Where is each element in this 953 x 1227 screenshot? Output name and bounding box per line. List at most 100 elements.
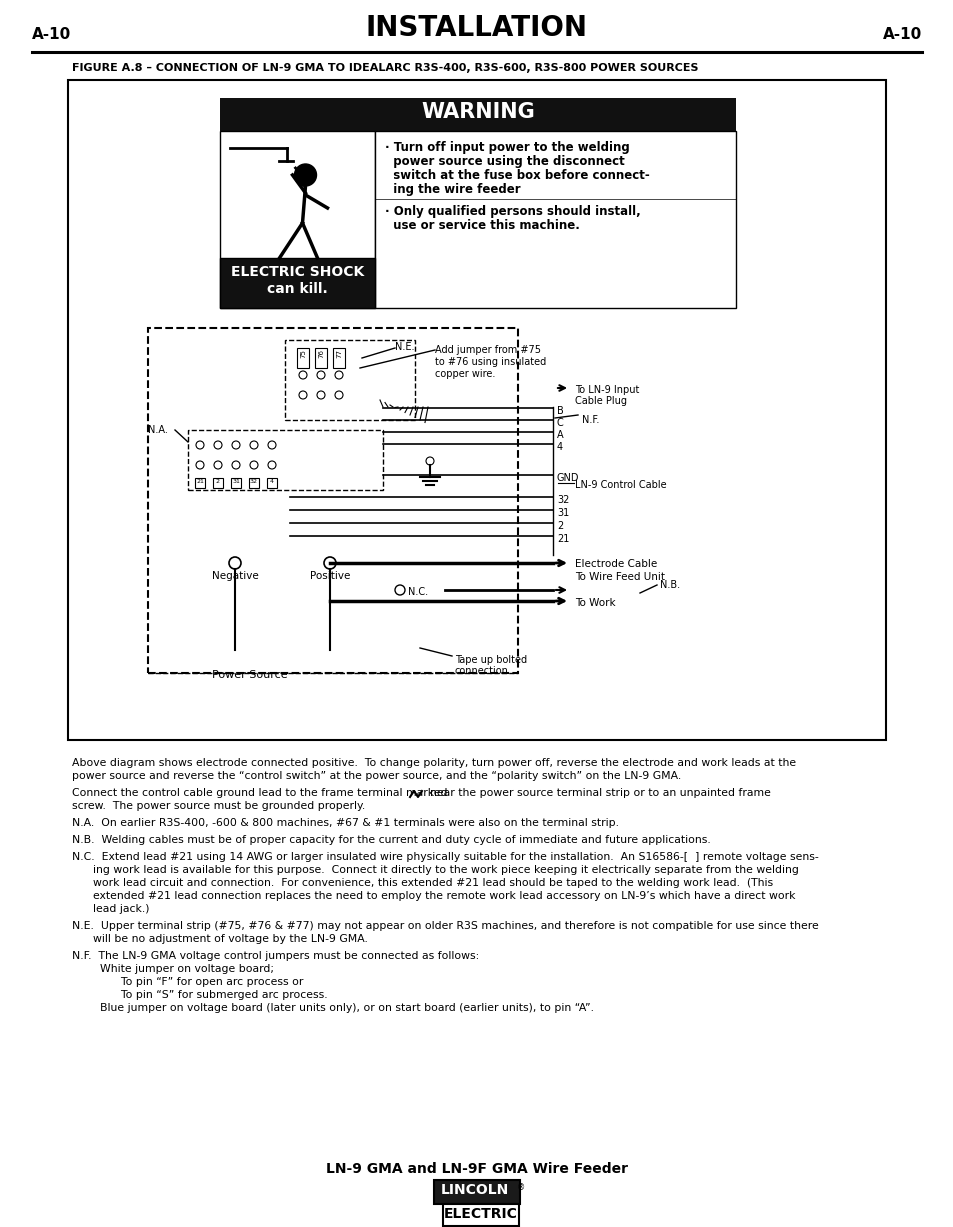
Text: switch at the fuse box before connect-: switch at the fuse box before connect- (385, 169, 649, 182)
Bar (314, 348, 327, 368)
Bar (213, 479, 223, 488)
Text: Power Source: Power Source (212, 670, 288, 680)
Circle shape (426, 456, 434, 465)
Text: B: B (557, 406, 563, 416)
Text: ELECTRIC: ELECTRIC (443, 1207, 517, 1221)
Circle shape (316, 391, 325, 399)
Text: To Work: To Work (575, 598, 615, 609)
Bar (194, 479, 205, 488)
Text: Electrode Cable: Electrode Cable (575, 560, 657, 569)
Bar (375, 131, 735, 308)
Text: connection: connection (455, 666, 508, 676)
Bar (267, 479, 276, 488)
Text: Negative: Negative (212, 571, 258, 582)
Text: ing the wire feeder: ing the wire feeder (385, 183, 520, 196)
Circle shape (213, 461, 222, 469)
Text: INSTALLATION: INSTALLATION (366, 13, 587, 42)
Circle shape (324, 557, 335, 569)
Text: 4: 4 (270, 479, 274, 483)
Circle shape (250, 440, 257, 449)
Circle shape (335, 371, 343, 379)
Text: Cable Plug: Cable Plug (575, 396, 626, 406)
Text: can kill.: can kill. (267, 282, 328, 296)
Text: Blue jumper on voltage board (later units only), or on start board (earlier unit: Blue jumper on voltage board (later unit… (71, 1002, 594, 1014)
Text: N.A.  On earlier R3S-400, -600 & 800 machines, #67 & #1 terminals were also on t: N.A. On earlier R3S-400, -600 & 800 mach… (71, 818, 618, 828)
Text: WARNING: WARNING (420, 102, 535, 121)
Circle shape (395, 585, 405, 595)
Text: near the power source terminal strip or to an unpainted frame: near the power source terminal strip or … (430, 788, 770, 798)
Bar (285, 340, 415, 420)
Text: 32: 32 (557, 494, 569, 506)
Bar (68, 80, 885, 740)
Text: · Turn off input power to the welding: · Turn off input power to the welding (385, 141, 629, 155)
Text: LN-9 Control Cable: LN-9 Control Cable (575, 480, 666, 490)
Text: copper wire.: copper wire. (435, 369, 495, 379)
Text: N.F.: N.F. (581, 415, 598, 425)
Text: 2: 2 (557, 521, 562, 531)
Text: A: A (557, 429, 563, 440)
Circle shape (250, 461, 257, 469)
Text: FIGURE A.8 – CONNECTION OF LN-9 GMA TO IDEALARC R3S-400, R3S-600, R3S-800 POWER : FIGURE A.8 – CONNECTION OF LN-9 GMA TO I… (71, 63, 698, 72)
Circle shape (335, 391, 343, 399)
Bar (333, 348, 345, 368)
Text: use or service this machine.: use or service this machine. (385, 218, 579, 232)
Text: will be no adjustment of voltage by the LN-9 GMA.: will be no adjustment of voltage by the … (71, 934, 368, 944)
Text: extended #21 lead connection replaces the need to employ the remote work lead ac: extended #21 lead connection replaces th… (71, 891, 795, 901)
Circle shape (232, 440, 240, 449)
Bar (220, 131, 375, 308)
Text: To pin “S” for submerged arc process.: To pin “S” for submerged arc process. (71, 990, 327, 1000)
Text: 2: 2 (215, 479, 220, 483)
Bar (220, 98, 735, 131)
Text: N.F.  The LN-9 GMA voltage control jumpers must be connected as follows:: N.F. The LN-9 GMA voltage control jumper… (71, 951, 478, 961)
Circle shape (298, 371, 307, 379)
Text: N.C.  Extend lead #21 using 14 AWG or larger insulated wire physically suitable : N.C. Extend lead #21 using 14 AWG or lar… (71, 852, 818, 863)
Bar (148, 328, 517, 672)
Bar (188, 429, 382, 490)
Bar (249, 479, 258, 488)
Bar (434, 1180, 519, 1204)
Text: N.A.: N.A. (148, 425, 168, 436)
Text: work lead circuit and connection.  For convenience, this extended #21 lead shoul: work lead circuit and connection. For co… (71, 879, 772, 888)
Text: 76: 76 (317, 348, 324, 358)
Circle shape (232, 461, 240, 469)
Text: Add jumper from #75: Add jumper from #75 (435, 345, 540, 355)
Bar (296, 348, 309, 368)
Text: 77: 77 (335, 348, 341, 358)
Text: 32: 32 (250, 479, 257, 483)
Text: C: C (557, 418, 563, 428)
Bar (231, 479, 241, 488)
Text: GND: GND (557, 472, 578, 483)
Text: Positive: Positive (310, 571, 350, 582)
Text: To pin “F” for open arc process or: To pin “F” for open arc process or (71, 977, 303, 987)
Text: To LN-9 Input: To LN-9 Input (575, 385, 639, 395)
Text: N.B.  Welding cables must be of proper capacity for the current and duty cycle o: N.B. Welding cables must be of proper ca… (71, 836, 710, 845)
Text: · Only qualified persons should install,: · Only qualified persons should install, (385, 205, 640, 218)
Text: screw.  The power source must be grounded properly.: screw. The power source must be grounded… (71, 801, 365, 811)
Text: 31: 31 (232, 479, 240, 483)
Text: Tape up bolted: Tape up bolted (455, 655, 527, 665)
Circle shape (213, 440, 222, 449)
Text: 21: 21 (196, 479, 204, 483)
Text: White jumper on voltage board;: White jumper on voltage board; (71, 964, 274, 974)
Text: power source using the disconnect: power source using the disconnect (385, 155, 624, 168)
Text: LINCOLN: LINCOLN (440, 1183, 509, 1198)
Text: Connect the control cable ground lead to the frame terminal marked: Connect the control cable ground lead to… (71, 788, 447, 798)
Circle shape (268, 461, 275, 469)
Text: power source and reverse the “control switch” at the power source, and the “pola: power source and reverse the “control sw… (71, 771, 680, 782)
Text: N.E.: N.E. (395, 342, 414, 352)
Text: Above diagram shows electrode connected positive.  To change polarity, turn powe: Above diagram shows electrode connected … (71, 758, 796, 768)
Circle shape (229, 557, 241, 569)
Text: 75: 75 (299, 348, 306, 358)
Circle shape (294, 164, 316, 187)
Text: N.E.  Upper terminal strip (#75, #76 & #77) may not appear on older R3S machines: N.E. Upper terminal strip (#75, #76 & #7… (71, 921, 818, 931)
Text: ®: ® (517, 1183, 525, 1191)
Text: LN-9 GMA and LN-9F GMA Wire Feeder: LN-9 GMA and LN-9F GMA Wire Feeder (326, 1162, 627, 1175)
Circle shape (195, 461, 204, 469)
Text: 4: 4 (557, 442, 562, 452)
Circle shape (268, 440, 275, 449)
Text: 21: 21 (557, 534, 569, 544)
Bar (442, 1204, 518, 1226)
Text: 31: 31 (557, 508, 569, 518)
Circle shape (316, 371, 325, 379)
Text: to #76 using insulated: to #76 using insulated (435, 357, 546, 367)
